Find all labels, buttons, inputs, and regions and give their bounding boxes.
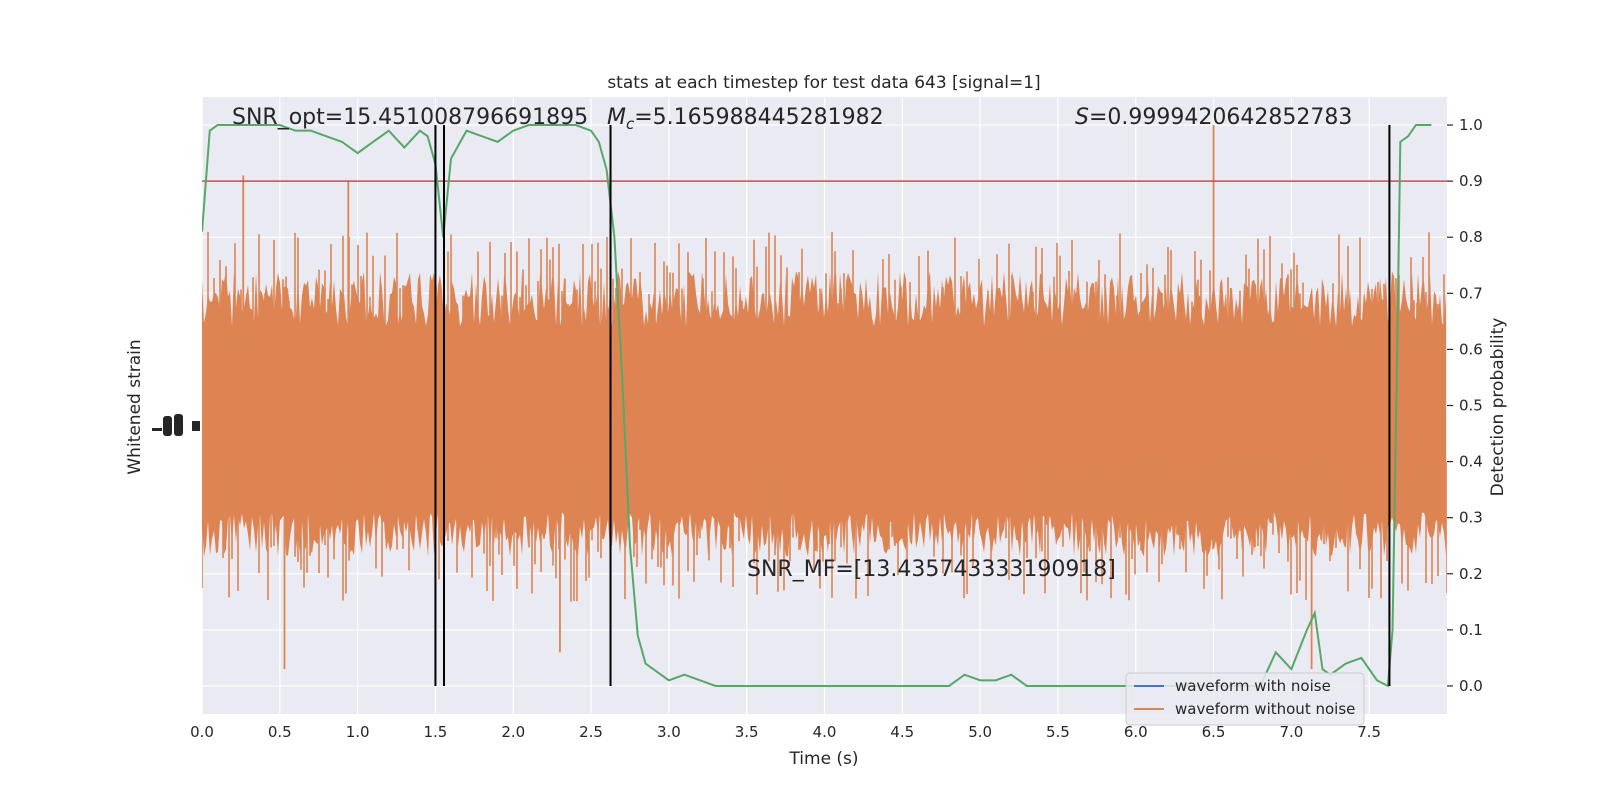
x-tick-label: 4.0 bbox=[813, 723, 837, 741]
x-axis-label: Time (s) bbox=[788, 749, 858, 769]
y-axis-right-ticks: 0.0 0.1 0.2 0.3 0.4 0.5 0.6 0.7 0.8 0.9 1.0 bbox=[1447, 116, 1483, 695]
legend: waveform with noise waveform without noi… bbox=[1125, 672, 1365, 726]
y-axis-right-label: Detection probability bbox=[1488, 318, 1508, 497]
legend-label-with-noise: waveform with noise bbox=[1175, 677, 1331, 695]
annotation-snr-mf: SNR_MF=[13.435743333190918] bbox=[747, 557, 1116, 582]
plot-area bbox=[202, 124, 1447, 688]
y-tick-label: 1.0 bbox=[1459, 116, 1483, 134]
y-tick-label: 0.7 bbox=[1459, 284, 1483, 302]
y-tick-label: 0.8 bbox=[1459, 228, 1483, 246]
y-tick-label: 0.9 bbox=[1459, 172, 1483, 190]
y-tick-label: 0.0 bbox=[1459, 677, 1483, 695]
y-tick-label: 0.2 bbox=[1459, 565, 1483, 583]
x-tick-label: 2.0 bbox=[501, 723, 525, 741]
detection-probability-line bbox=[202, 124, 1432, 688]
waveform-without-noise-spikes bbox=[202, 125, 1447, 670]
x-tick-label: 1.0 bbox=[346, 723, 370, 741]
x-tick-label: 1.5 bbox=[424, 723, 448, 741]
y-tick-label: 0.6 bbox=[1459, 340, 1483, 358]
y-axis-left-label: Whitened strain bbox=[125, 339, 145, 474]
legend-label-without-noise: waveform without noise bbox=[1175, 700, 1355, 718]
x-tick-label: 3.5 bbox=[735, 723, 759, 741]
y-tick-label: 0.3 bbox=[1459, 509, 1483, 527]
x-tick-label: 6.0 bbox=[1124, 723, 1148, 741]
annotation-stat-s: S=0.9999420642852783 bbox=[1075, 105, 1352, 130]
annotation-snr-opt: SNR_opt=15.451008796691895 bbox=[232, 105, 588, 130]
y-tick-label: 0.5 bbox=[1459, 397, 1483, 415]
y-tick-label: 0.4 bbox=[1459, 453, 1483, 471]
x-tick-label: 5.0 bbox=[968, 723, 992, 741]
x-tick-label: 3.0 bbox=[657, 723, 681, 741]
left-axis-tick-cluster bbox=[152, 414, 200, 436]
y-tick-label: 0.1 bbox=[1459, 621, 1483, 639]
legend-box bbox=[1125, 672, 1365, 726]
x-tick-label: 7.0 bbox=[1279, 723, 1303, 741]
x-tick-label: 2.5 bbox=[579, 723, 603, 741]
annotation-chirp-mass: Mc=5.165988445281982 bbox=[607, 105, 884, 133]
x-axis-ticks: 0.0 0.5 1.0 1.5 2.0 2.5 3.0 3.5 4.0 4.5 5.0 5.5 6.0 6… bbox=[190, 723, 1381, 741]
x-tick-label: 0.5 bbox=[268, 723, 292, 741]
x-tick-label: 6.5 bbox=[1202, 723, 1226, 741]
x-tick-label: 7.5 bbox=[1357, 723, 1381, 741]
x-tick-label: 0.0 bbox=[190, 723, 214, 741]
vertical-markers bbox=[434, 125, 1391, 686]
x-tick-label: 4.5 bbox=[890, 723, 914, 741]
x-tick-label: 5.5 bbox=[1046, 723, 1070, 741]
chart-title: stats at each timestep for test data 643… bbox=[607, 73, 1040, 93]
